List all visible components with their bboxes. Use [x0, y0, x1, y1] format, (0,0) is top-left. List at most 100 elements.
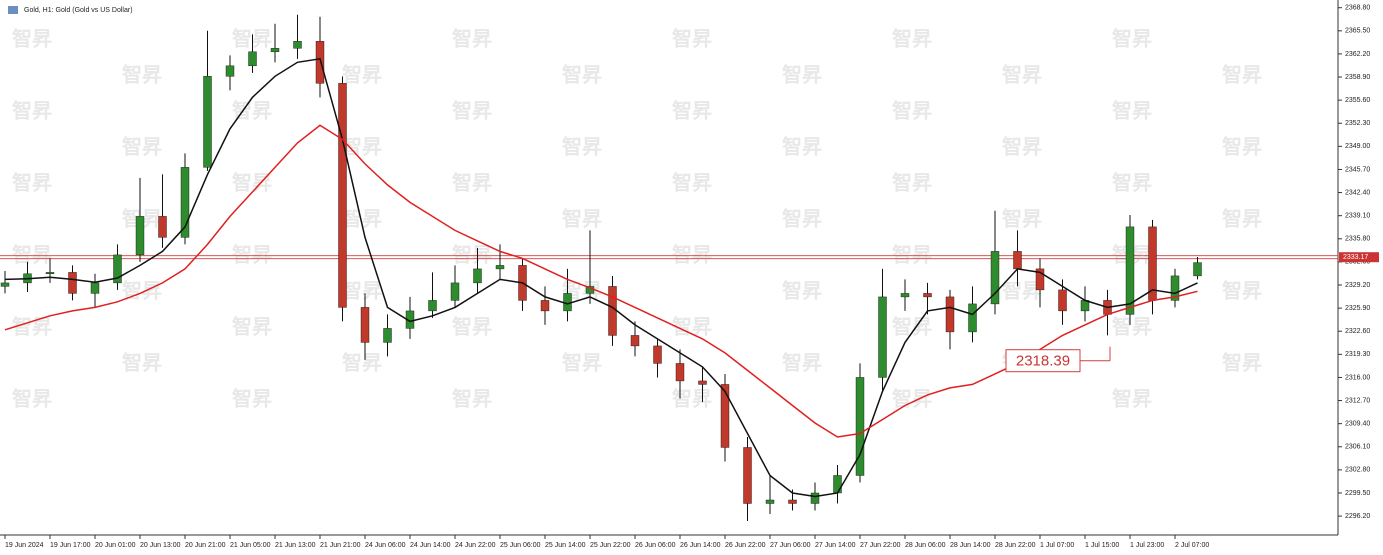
y-tick-label: 2352.30 — [1345, 120, 1370, 127]
candle-body — [1035, 268, 1045, 291]
watermark: 智昇 — [892, 98, 932, 122]
watermark: 智昇 — [782, 278, 822, 302]
candle-body — [765, 499, 775, 504]
watermark: 智昇 — [12, 242, 52, 266]
candle-body — [248, 51, 257, 67]
y-tick-label: 2299.50 — [1345, 490, 1370, 497]
y-tick-label: 2358.90 — [1345, 74, 1370, 81]
candle-body — [450, 282, 460, 301]
candle-body — [0, 282, 10, 287]
price-tag — [1339, 252, 1379, 263]
candle-body — [743, 447, 752, 504]
x-tick-label: 20 Jun 01:00 — [95, 542, 136, 549]
watermark: 智昇 — [232, 314, 272, 338]
watermark: 智昇 — [1222, 62, 1262, 86]
watermark: 智昇 — [122, 134, 162, 158]
watermark: 智昇 — [122, 350, 162, 374]
candle-body — [810, 492, 820, 504]
y-tick-label: 2368.80 — [1345, 5, 1370, 12]
chart-title: Gold, H1: Gold (Gold vs US Dollar) — [24, 7, 133, 14]
candle-body — [788, 499, 797, 504]
y-tick-label: 2355.60 — [1345, 97, 1370, 104]
y-tick-label: 2335.80 — [1345, 236, 1370, 243]
watermark: 智昇 — [232, 98, 272, 122]
x-tick-label: 1 Jul 15:00 — [1085, 542, 1119, 549]
y-tick-label: 2312.70 — [1345, 397, 1370, 404]
candle-body — [878, 296, 887, 378]
watermark: 智昇 — [122, 278, 162, 302]
watermark: 智昇 — [562, 350, 602, 374]
watermark: 智昇 — [1002, 278, 1042, 302]
watermark: 智昇 — [1112, 98, 1152, 122]
x-tick-label: 20 Jun 13:00 — [140, 542, 181, 549]
watermark: 智昇 — [782, 134, 822, 158]
candle-body — [113, 254, 122, 284]
x-tick-label: 28 Jun 22:00 — [995, 542, 1036, 549]
candle-body — [720, 384, 730, 448]
title-icon — [8, 6, 18, 14]
y-tick-label: 2345.70 — [1345, 166, 1370, 173]
x-tick-label: 26 Jun 22:00 — [725, 542, 766, 549]
x-tick-label: 20 Jun 21:00 — [185, 542, 226, 549]
candle-body — [1058, 289, 1067, 312]
y-tick-label: 2362.20 — [1345, 51, 1370, 58]
annotation-label: 2318.39 — [1016, 353, 1070, 370]
x-tick-label: 24 Jun 06:00 — [365, 542, 406, 549]
watermark: 智昇 — [892, 170, 932, 194]
watermark: 智昇 — [892, 386, 932, 410]
candle-body — [630, 335, 640, 347]
candle-body — [1013, 251, 1022, 270]
watermark: 智昇 — [1002, 134, 1042, 158]
watermark: 智昇 — [1222, 206, 1262, 230]
candle-body — [540, 300, 550, 312]
watermark: 智昇 — [12, 170, 52, 194]
y-tick-label: 2322.60 — [1345, 328, 1370, 335]
watermark: 智昇 — [1002, 206, 1042, 230]
watermark: 智昇 — [782, 62, 822, 86]
candle-body — [1193, 262, 1202, 277]
x-tick-label: 27 Jun 22:00 — [860, 542, 901, 549]
candle-body — [923, 293, 932, 298]
candle-body — [675, 363, 685, 382]
candle-body — [698, 380, 707, 385]
watermark: 智昇 — [1222, 278, 1262, 302]
candle-body — [135, 216, 145, 256]
x-tick-label: 25 Jun 06:00 — [500, 542, 541, 549]
y-tick-label: 2316.00 — [1345, 374, 1370, 381]
candle-body — [495, 265, 505, 270]
candle-body — [945, 296, 955, 333]
watermark: 智昇 — [672, 386, 712, 410]
y-tick-label: 2306.10 — [1345, 444, 1370, 451]
watermark: 智昇 — [342, 350, 382, 374]
watermark: 智昇 — [672, 26, 712, 50]
y-tick-label: 2365.50 — [1345, 28, 1370, 35]
moving-average — [4, 124, 1198, 438]
candle-body — [833, 475, 842, 494]
y-tick-label: 2319.30 — [1345, 351, 1370, 358]
watermark: 智昇 — [1112, 170, 1152, 194]
candle-body — [293, 41, 302, 49]
watermark: 智昇 — [452, 386, 492, 410]
candle-body — [383, 328, 392, 343]
x-tick-label: 25 Jun 14:00 — [545, 542, 586, 549]
watermark: 智昇 — [672, 242, 712, 266]
watermark: 智昇 — [452, 314, 492, 338]
candle-body — [653, 345, 662, 364]
moving-average — [4, 57, 1198, 498]
watermark: 智昇 — [452, 170, 492, 194]
watermark: 智昇 — [892, 242, 932, 266]
candle-body — [563, 293, 572, 312]
candle-body — [360, 307, 370, 343]
x-tick-label: 2 Jul 07:00 — [1175, 542, 1209, 549]
watermark: 智昇 — [782, 206, 822, 230]
x-tick-label: 1 Jul 07:00 — [1040, 542, 1074, 549]
watermark: 智昇 — [232, 170, 272, 194]
x-tick-label: 21 Jun 21:00 — [320, 542, 361, 549]
price-tag-label: 2333.17 — [1343, 254, 1368, 261]
watermark: 智昇 — [562, 206, 602, 230]
watermark: 智昇 — [342, 62, 382, 86]
y-tick-label: 2339.10 — [1345, 213, 1370, 220]
watermark: 智昇 — [782, 350, 822, 374]
candle-body — [203, 76, 212, 168]
y-tick-label: 2329.20 — [1345, 282, 1370, 289]
